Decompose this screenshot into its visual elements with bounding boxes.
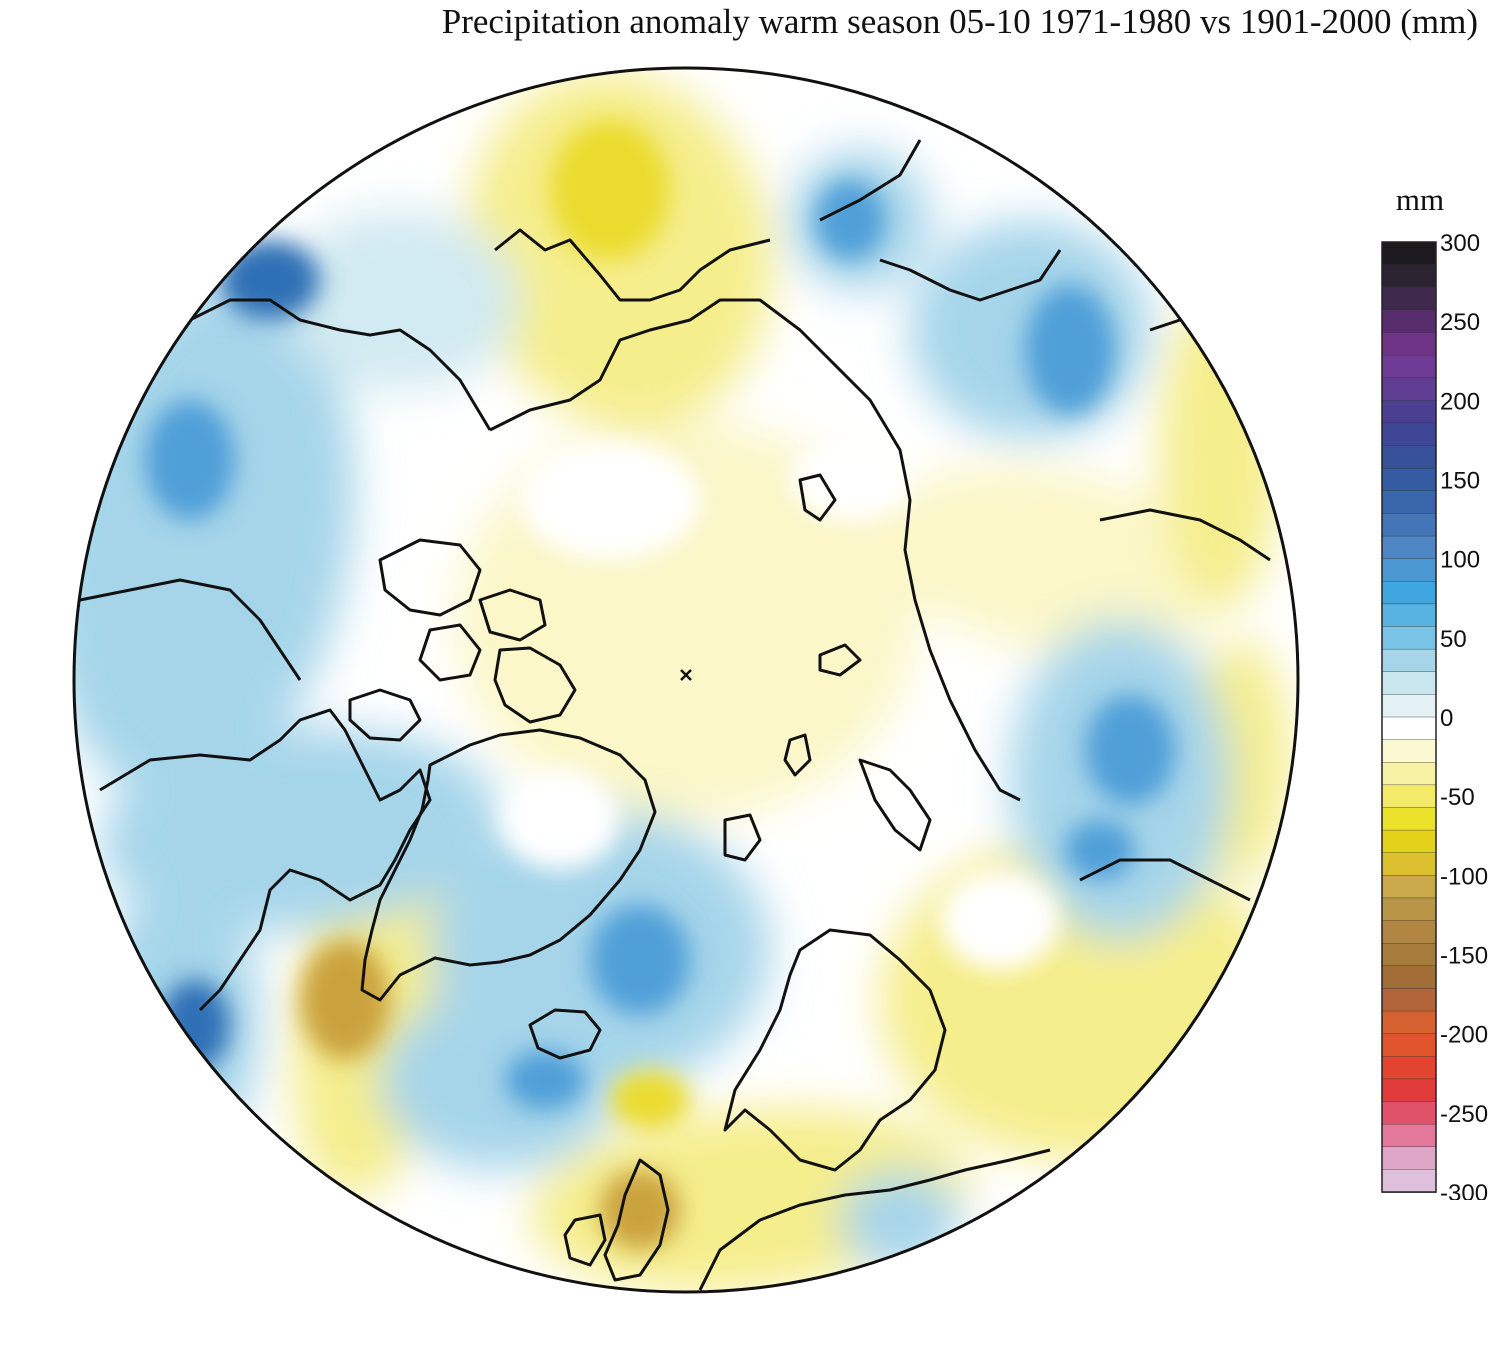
legend-band <box>1381 1169 1437 1193</box>
legend-band <box>1381 920 1437 944</box>
legend-tick-label: 300 <box>1440 230 1480 257</box>
legend-band <box>1381 377 1437 402</box>
legend-tick-label: -300 <box>1440 1180 1488 1200</box>
anomaly-patch <box>505 1050 585 1110</box>
anomaly-field <box>74 68 1298 1292</box>
legend-frame <box>1381 241 1437 1193</box>
anomaly-patch <box>300 940 390 1060</box>
legend-tick-label: -50 <box>1440 784 1475 811</box>
map-title: Precipitation anomaly warm season 05-10 … <box>441 2 1478 41</box>
legend-band <box>1381 965 1437 990</box>
anomaly-patch <box>160 980 230 1070</box>
legend-band <box>1381 400 1437 424</box>
legend-band <box>1381 829 1437 854</box>
legend-tick-label: 0 <box>1440 705 1453 732</box>
anomaly-patch <box>100 728 500 932</box>
legend-band <box>1381 1101 1437 1125</box>
legend-band <box>1381 445 1437 469</box>
legend-band <box>1381 648 1437 673</box>
legend-band <box>1381 535 1437 560</box>
archipelago-coastline <box>378 538 482 617</box>
iceland-coastline <box>528 1008 602 1060</box>
legend-band <box>1381 626 1437 650</box>
anomaly-patch <box>1085 695 1175 805</box>
legend-band <box>1381 241 1437 266</box>
anomaly-patch <box>940 870 1060 970</box>
legend-band <box>1381 875 1437 899</box>
legend-tick-label: 250 <box>1440 309 1480 336</box>
anomaly-patch <box>815 180 885 260</box>
legend-band <box>1381 762 1437 786</box>
legend-band <box>1381 309 1437 334</box>
ireland-coastline <box>563 1213 607 1267</box>
legend-band <box>1381 671 1437 696</box>
north-america-coastline <box>99 708 432 1012</box>
polar-precipitation-map <box>72 66 1300 1294</box>
europe-coastline <box>698 1148 1051 1291</box>
legend-tick-label: 100 <box>1440 547 1480 574</box>
legend-band <box>1381 852 1437 877</box>
britain-coastline <box>603 1158 670 1282</box>
anomaly-patch <box>1065 820 1135 880</box>
siberia-coastline <box>489 298 1021 802</box>
anomaly-patch <box>520 440 700 560</box>
map-boundary <box>72 66 1300 1294</box>
legend-band <box>1381 1078 1437 1103</box>
legend-band <box>1381 1033 1437 1058</box>
legend-tick-label: -250 <box>1440 1101 1488 1128</box>
legend-band <box>1381 897 1437 922</box>
legend-band <box>1381 490 1437 515</box>
legend-band <box>1381 988 1437 1012</box>
anomaly-patch <box>145 400 235 520</box>
legend-band <box>1381 264 1437 289</box>
legend-band <box>1381 287 1437 311</box>
legend-tick-label: 150 <box>1440 468 1480 495</box>
anomaly-patch <box>790 440 910 520</box>
legend-band <box>1381 1056 1437 1080</box>
greenland-coastline <box>360 728 657 1002</box>
anomaly-patch <box>500 770 620 870</box>
legend-band <box>1381 784 1437 809</box>
legend-band <box>1381 513 1437 537</box>
anomaly-patch <box>840 1170 960 1270</box>
legend-band <box>1381 694 1437 718</box>
legend-tick-label: 50 <box>1440 626 1467 653</box>
legend-band <box>1381 354 1437 379</box>
far-east-coastline <box>494 228 771 302</box>
legend-band <box>1381 807 1437 831</box>
anomaly-patch <box>550 120 670 260</box>
anomaly-patch <box>610 1070 690 1130</box>
anomaly-patch <box>1160 290 1280 610</box>
legend-band <box>1381 581 1437 605</box>
anomaly-patch <box>600 1170 680 1250</box>
legend-tick-label: -200 <box>1440 1022 1488 1049</box>
legend-band <box>1381 1123 1437 1148</box>
legend-band <box>1381 716 1437 741</box>
legend-band <box>1381 1146 1437 1171</box>
legend-tick-label: -150 <box>1440 943 1488 970</box>
legend-band <box>1381 467 1437 492</box>
legend-band <box>1381 332 1437 356</box>
legend-band <box>1381 1010 1437 1035</box>
legend-band <box>1381 942 1437 967</box>
anomaly-patch <box>380 990 620 1170</box>
north-pole-marker <box>680 669 692 681</box>
anomaly-patch <box>590 905 690 1015</box>
anomaly-patch <box>220 240 320 320</box>
legend-band <box>1381 739 1437 764</box>
color-legend: 300 250 200 150 100 50 0 -50 -100 -150 -200 -250 -30… <box>1381 230 1488 1200</box>
legend-band <box>1381 422 1437 447</box>
coastlines <box>79 79 1272 1291</box>
legend-band <box>1381 603 1437 628</box>
legend-tick-label: 200 <box>1440 388 1480 415</box>
anomaly-patch <box>1025 285 1115 415</box>
novaya-zemlya-coastline <box>858 758 932 852</box>
legend-band <box>1381 558 1437 583</box>
legend-tick-label: -100 <box>1440 863 1488 890</box>
scandinavia-coastline <box>723 928 947 1172</box>
anomaly-patch <box>280 210 520 390</box>
legend-unit: mm <box>1395 182 1445 217</box>
alaska-coastline <box>189 298 492 431</box>
